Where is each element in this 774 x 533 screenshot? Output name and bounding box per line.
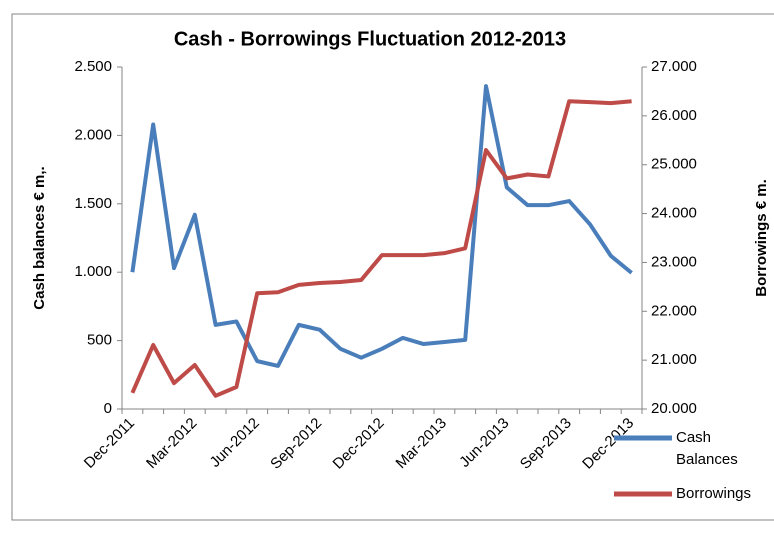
y-tick-label: 2.000 — [74, 126, 112, 143]
chart-border — [11, 13, 774, 521]
y2-tick-label: 25.000 — [651, 156, 697, 173]
x-tick-label: Sep-2012 — [267, 415, 325, 473]
legend-label: Cash Balances — [676, 429, 738, 468]
y-tick-label: 2.500 — [74, 58, 112, 75]
x-tick-label: Dec-2013 — [579, 415, 637, 473]
x-tick-label: Jun-2012 — [207, 415, 263, 471]
y2-tick-label: 20.000 — [651, 400, 697, 417]
x-tick-label: Sep-2013 — [517, 415, 575, 473]
y-tick-label: 1.500 — [74, 195, 112, 212]
y2-tick-label: 27.000 — [651, 58, 697, 75]
line-series — [130, 84, 633, 368]
line-series — [130, 99, 632, 398]
y2-tick-label: 24.000 — [651, 205, 697, 222]
y2-tick-label: 22.000 — [651, 302, 697, 319]
y-tick-label: 500 — [87, 332, 112, 349]
y-tick-label: 1.000 — [74, 263, 112, 280]
x-tick-label: Jun-2013 — [456, 415, 512, 471]
x-tick-label: Mar-2012 — [143, 415, 200, 472]
y-tick-label: 0 — [104, 400, 112, 417]
chart-title: Cash - Borrowings Fluctuation 2012-2013 — [174, 28, 566, 50]
y-axis-label: Cash balances € m,. — [31, 166, 48, 309]
x-tick-label: Mar-2013 — [393, 415, 450, 472]
x-tick-label: Dec-2012 — [330, 415, 388, 473]
y2-tick-label: 21.000 — [651, 351, 697, 368]
y2-tick-label: 26.000 — [651, 107, 697, 124]
y2-tick-label: 23.000 — [651, 253, 697, 270]
legend-label: Borrowings — [676, 485, 751, 502]
y2-axis-label: Borrowings € m. — [753, 179, 770, 297]
x-tick-label: Dec-2011 — [81, 415, 138, 472]
